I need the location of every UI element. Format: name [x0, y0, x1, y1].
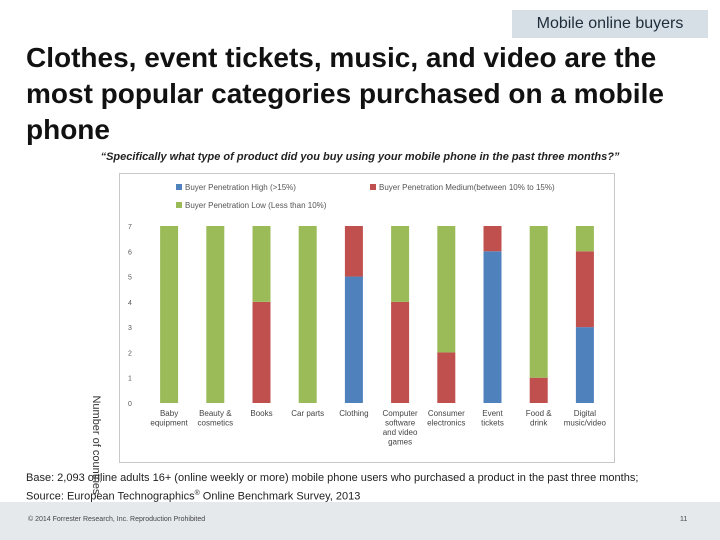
bar-9-series-0: [575, 327, 594, 403]
bar-3-series-2: [298, 226, 317, 403]
y-tick-label-6: 6: [128, 249, 132, 256]
legend-label-2: Buyer Penetration Low (Less than 10%): [185, 201, 327, 210]
bar-1-series-2: [206, 226, 225, 403]
bar-0-series-2: [160, 226, 179, 403]
x-tick-label-4-line-0: Clothing: [339, 409, 368, 418]
x-tick-label-5-line-3: games: [388, 438, 412, 447]
page-number: 11: [680, 516, 688, 523]
y-tick-label-0: 0: [128, 401, 132, 408]
y-tick-label-1: 1: [128, 376, 132, 383]
x-tick-label-9-line-0: Digital: [574, 409, 596, 418]
bar-7-series-0: [483, 251, 502, 403]
y-tick-label-5: 5: [128, 275, 132, 282]
chart-frame: Buyer Penetration High (>15%) Buyer Penet…: [119, 173, 615, 463]
x-tick-label-5-line-1: software: [385, 419, 416, 428]
bar-6-series-2: [437, 226, 456, 353]
base-note-line-1: Base: 2,093 online adults 16+ (online we…: [26, 472, 639, 484]
bar-4-series-1: [344, 226, 363, 277]
base-note: Base: 2,093 online adults 16+ (online we…: [26, 470, 716, 505]
bar-2-series-2: [252, 226, 271, 302]
section-badge: Mobile online buyers: [512, 10, 708, 38]
y-tick-label-7: 7: [128, 224, 132, 231]
survey-question: “Specifically what type of product did y…: [100, 151, 620, 163]
slide-title: Clothes, event tickets, music, and video…: [26, 42, 664, 145]
source-suffix: Online Benchmark Survey, 2013: [199, 490, 361, 503]
x-tick-label-9-line-1: music/video: [564, 419, 607, 428]
bar-9-series-2: [575, 226, 594, 252]
x-tick-label-5-line-0: Computer: [383, 409, 418, 418]
x-tick-label-6-line-1: electronics: [427, 419, 465, 428]
bar-7-series-1: [483, 226, 502, 252]
y-tick-label-4: 4: [128, 300, 132, 307]
x-tick-label-2-line-0: Books: [250, 409, 272, 418]
x-tick-label-7-line-0: Event: [482, 409, 503, 418]
x-tick-label-7-line-1: tickets: [481, 419, 504, 428]
bar-9-series-1: [575, 251, 594, 328]
copyright-text: © 2014 Forrester Research, Inc. Reproduc…: [28, 516, 206, 523]
y-tick-label-3: 3: [128, 325, 132, 332]
legend-label-0: Buyer Penetration High (>15%): [185, 183, 296, 192]
source-prefix: Source: European Technographics: [26, 490, 195, 503]
bar-2-series-1: [252, 301, 271, 403]
x-tick-label-1-line-0: Beauty &: [199, 409, 232, 418]
bar-5-series-2: [391, 226, 410, 302]
x-tick-label-8-line-1: drink: [530, 419, 548, 428]
registered-mark: ®: [194, 490, 200, 497]
legend-swatch-2: [176, 202, 182, 208]
x-tick-label-5-line-2: and video: [383, 428, 418, 437]
bar-6-series-1: [437, 352, 456, 403]
y-tick-label-2: 2: [128, 350, 132, 357]
legend-label-1: Buyer Penetration Medium(between 10% to …: [379, 183, 555, 192]
bar-8-series-1: [529, 377, 548, 403]
legend-swatch-0: [176, 184, 182, 190]
bar-4-series-0: [344, 276, 363, 403]
legend-swatch-1: [370, 184, 376, 190]
base-note-line-2: Source: European Technographics® Online …: [26, 486, 716, 505]
stacked-bar-chart: Buyer Penetration High (>15%) Buyer Penet…: [128, 183, 607, 447]
bar-8-series-2: [529, 226, 548, 378]
bar-5-series-1: [391, 301, 410, 403]
x-tick-label-0-line-0: Baby: [160, 409, 178, 418]
x-tick-label-6-line-0: Consumer: [428, 409, 465, 418]
x-tick-label-0-line-1: equipment: [150, 419, 188, 428]
x-tick-label-3-line-0: Car parts: [291, 409, 324, 418]
x-tick-label-1-line-1: cosmetics: [198, 419, 234, 428]
x-tick-label-8-line-0: Food &: [526, 409, 552, 418]
footer-bar: [0, 502, 720, 540]
